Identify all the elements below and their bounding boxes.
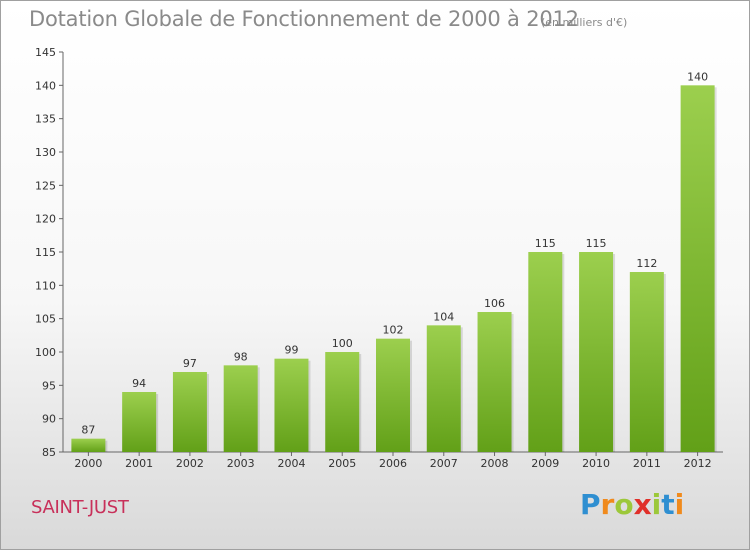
data-label-2011: 112	[636, 257, 657, 270]
y-tick-label: 95	[42, 379, 56, 392]
data-label-2004: 99	[284, 344, 298, 357]
x-tick-label-2011: 2011	[633, 457, 661, 470]
commune-name: SAINT-JUST	[31, 497, 129, 518]
x-tick-label-2000: 2000	[74, 457, 102, 470]
bar-2000	[71, 438, 106, 452]
bar-2009	[528, 252, 563, 452]
chart-axes: 85 90 95 100 105 110 115 120 125 130 135 140 145 2000…	[35, 46, 723, 470]
y-tick-label: 100	[35, 346, 56, 359]
y-tick-label: 90	[42, 413, 56, 426]
data-label-2002: 97	[183, 357, 197, 370]
bar-2007	[426, 325, 461, 452]
logo-letter: i	[674, 488, 685, 521]
bar-2004	[274, 358, 309, 452]
bar-2008	[477, 312, 512, 452]
x-tick-label-2003: 2003	[227, 457, 255, 470]
y-tick-label: 115	[35, 246, 56, 259]
x-tick-label-2002: 2002	[176, 457, 204, 470]
x-tick-label-2012: 2012	[684, 457, 712, 470]
x-tick-label-2010: 2010	[582, 457, 610, 470]
data-label-2012: 140	[687, 70, 708, 83]
y-tick-label: 120	[35, 213, 56, 226]
data-label-2009: 115	[535, 237, 556, 250]
data-label-2006: 102	[383, 324, 404, 337]
logo-letter: x	[633, 488, 652, 521]
logo-letter: r	[600, 488, 615, 521]
y-tick-label: 135	[35, 113, 56, 126]
bar-2010	[579, 252, 614, 452]
bar-2002	[172, 372, 207, 452]
bar-2003	[223, 365, 258, 452]
y-tick-label: 105	[35, 313, 56, 326]
bar-2006	[376, 338, 410, 452]
data-label-2001: 94	[132, 377, 146, 390]
x-tick-label-2009: 2009	[531, 457, 559, 470]
chart-bars: 87 94 97 98 99 100 102 104 106 115 115 112 140	[71, 70, 717, 452]
chart-title: Dotation Globale de Fonctionnement de 20…	[29, 7, 579, 31]
logo-letter: t	[661, 488, 675, 521]
logo-letter: P	[580, 488, 601, 521]
x-tick-label-2005: 2005	[328, 457, 356, 470]
data-label-2005: 100	[332, 337, 353, 350]
proxiti-logo: Proxiti	[580, 488, 684, 521]
y-tick-label: 130	[35, 146, 56, 159]
y-tick-label: 125	[35, 179, 56, 192]
bar-2005	[325, 352, 360, 452]
data-label-2010: 115	[586, 237, 607, 250]
y-tick-label: 140	[35, 79, 56, 92]
bar-2011	[629, 272, 664, 452]
data-label-2000: 87	[81, 424, 95, 437]
x-tick-label-2006: 2006	[379, 457, 407, 470]
y-tick-label: 110	[35, 279, 56, 292]
logo-letter: o	[614, 488, 634, 521]
data-label-2008: 106	[484, 297, 505, 310]
x-tick-label-2008: 2008	[481, 457, 509, 470]
chart-subtitle: (en milliers d'€)	[541, 16, 628, 29]
x-tick-label-2001: 2001	[125, 457, 153, 470]
data-label-2003: 98	[234, 350, 248, 363]
data-label-2007: 104	[433, 310, 454, 323]
x-tick-label-2007: 2007	[430, 457, 458, 470]
logo-letter: i	[651, 488, 662, 521]
bar-2012	[680, 85, 715, 452]
y-tick-label: 145	[35, 46, 56, 59]
y-tick-label: 85	[42, 446, 56, 459]
x-tick-label-2004: 2004	[277, 457, 305, 470]
bar-2001	[122, 392, 157, 452]
